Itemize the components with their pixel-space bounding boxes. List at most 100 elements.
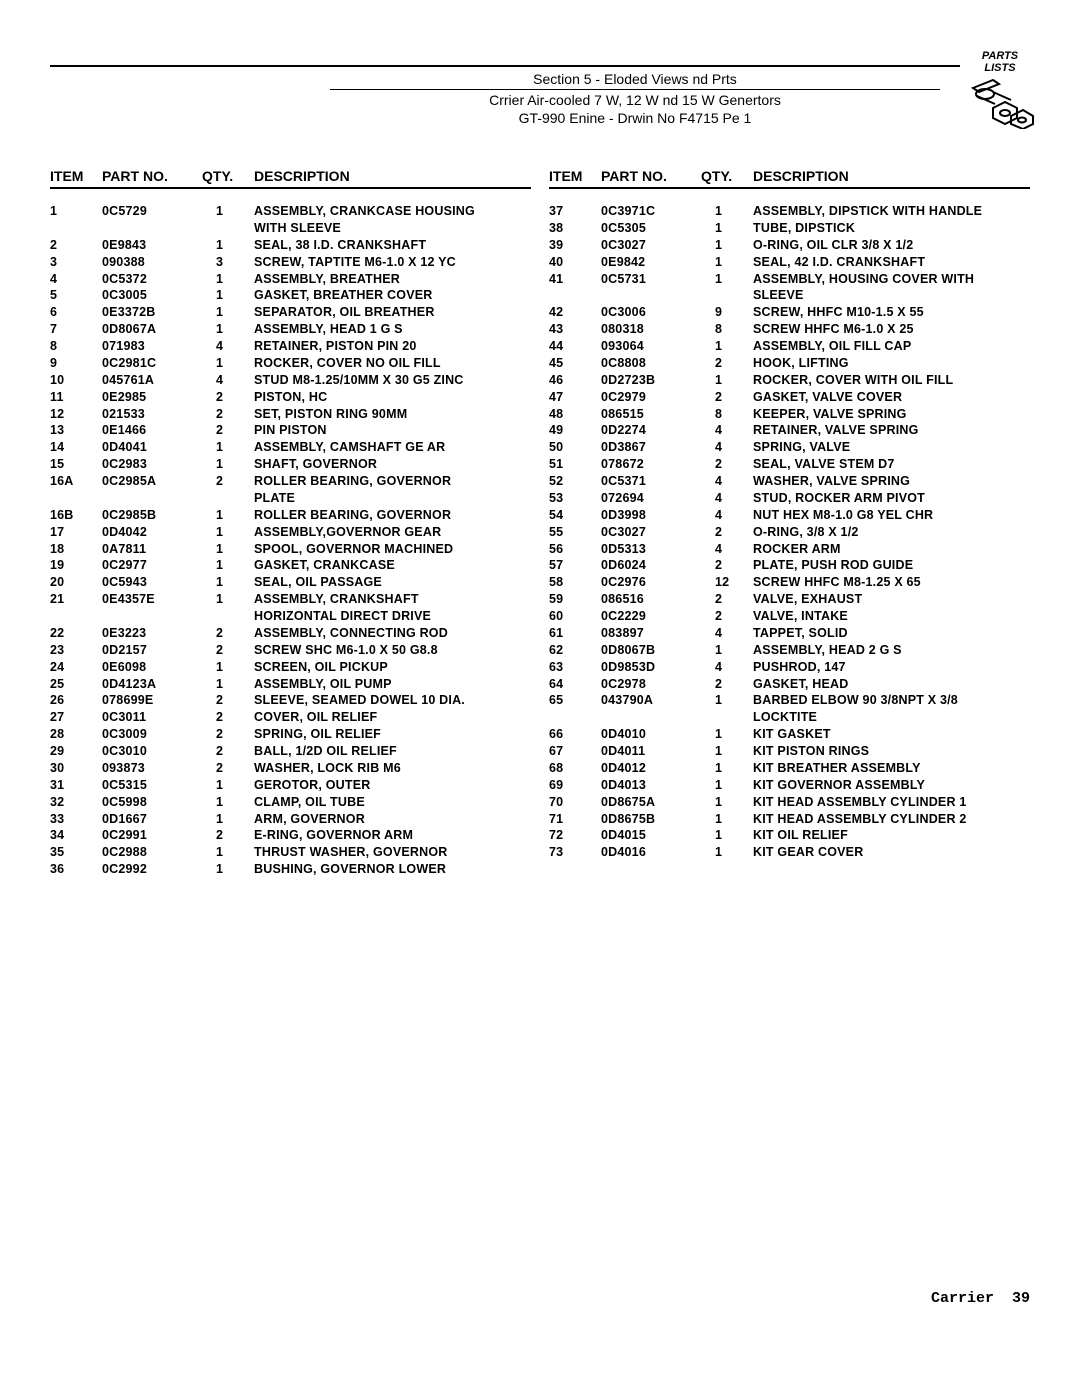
cell-desc: SEAL, VALVE STEM D7	[753, 456, 1030, 473]
table-row: 280C30092SPRING, OIL RELIEF	[50, 726, 531, 743]
cell-qty: 1	[701, 692, 753, 709]
cell-item: 20	[50, 574, 102, 591]
cell-item: 14	[50, 439, 102, 456]
cell-desc: E-RING, GOVERNOR ARM	[254, 827, 531, 844]
cell-item: 53	[549, 490, 601, 507]
cell-item: 38	[549, 220, 601, 237]
table-row: 170D40421ASSEMBLY,GOVERNOR GEAR	[50, 524, 531, 541]
table-row: 220E32232ASSEMBLY, CONNECTING ROD	[50, 625, 531, 642]
cell-desc: SCREW HHFC M6-1.0 X 25	[753, 321, 1030, 338]
table-row: 200C59431SEAL, OIL PASSAGE	[50, 574, 531, 591]
table-row: 560D53134ROCKER ARM	[549, 541, 1030, 558]
table-row: 390C30271O-RING, OIL CLR 3/8 X 1/2	[549, 237, 1030, 254]
cell-part: 0C2981C	[102, 355, 202, 372]
cell-part: 0C2983	[102, 456, 202, 473]
cell-qty: 1	[701, 777, 753, 794]
cell-qty: 2	[701, 456, 753, 473]
cell-item: 3	[50, 254, 102, 271]
parts-col-right: ITEM PART NO. QTY. DESCRIPTION 370C3971C…	[549, 168, 1030, 878]
cell-desc: GASKET, CRANKCASE	[254, 557, 531, 574]
cell-item: 8	[50, 338, 102, 355]
parts-col-left: ITEM PART NO. QTY. DESCRIPTION 10C57291A…	[50, 168, 531, 878]
cell-qty: 1	[701, 642, 753, 659]
cell-part: 045761A	[102, 372, 202, 389]
parts-table: ITEM PART NO. QTY. DESCRIPTION 10C57291A…	[50, 168, 1030, 878]
cell-item: 5	[50, 287, 102, 304]
cell-qty: 1	[202, 811, 254, 828]
cell-desc: ROCKER, COVER NO OIL FILL	[254, 355, 531, 372]
cell-qty: 9	[701, 304, 753, 321]
cell-part: 0C2978	[601, 676, 701, 693]
page-header: Section 5 - Eloded Views nd Prts Crrier …	[50, 65, 960, 126]
head-part: PART NO.	[102, 168, 202, 184]
cell-desc: ASSEMBLY, CONNECTING ROD	[254, 625, 531, 642]
cell-item: 40	[549, 254, 601, 271]
cell-part: 0C5731	[601, 271, 701, 288]
cell-item: 12	[50, 406, 102, 423]
cell-item	[549, 709, 601, 726]
cell-qty: 8	[701, 406, 753, 423]
cell-part: 0D3867	[601, 439, 701, 456]
cell-desc: RETAINER, VALVE SPRING	[753, 422, 1030, 439]
cell-item: 44	[549, 338, 601, 355]
table-row: 520C53714WASHER, VALVE SPRING	[549, 473, 1030, 490]
cell-qty: 1	[202, 861, 254, 878]
cell-part: 0D8675B	[601, 811, 701, 828]
cell-item: 18	[50, 541, 102, 558]
table-row: 180A78111SPOOL, GOVERNOR MACHINED	[50, 541, 531, 558]
table-row: 65043790A1BARBED ELBOW 90 3/8NPT X 3/8	[549, 692, 1030, 709]
cell-part: 0C3011	[102, 709, 202, 726]
cell-qty: 1	[202, 456, 254, 473]
cell-qty: 4	[202, 372, 254, 389]
table-row: 20E98431SEAL, 38 I.D. CRANKSHAFT	[50, 237, 531, 254]
cell-part: 0D2723B	[601, 372, 701, 389]
cell-qty: 2	[202, 422, 254, 439]
cell-part: 0D4015	[601, 827, 701, 844]
cell-part: 0C5372	[102, 271, 202, 288]
cell-desc: BUSHING, GOVERNOR LOWER	[254, 861, 531, 878]
cell-item: 25	[50, 676, 102, 693]
cell-part: 0C3010	[102, 743, 202, 760]
cell-item: 59	[549, 591, 601, 608]
cell-part: 0C5305	[601, 220, 701, 237]
cell-item: 7	[50, 321, 102, 338]
cell-desc: KIT GEAR COVER	[753, 844, 1030, 861]
cell-desc: ROLLER BEARING, GOVERNOR	[254, 507, 531, 524]
col-head-left: ITEM PART NO. QTY. DESCRIPTION	[50, 168, 531, 189]
cell-desc: SCREW SHC M6-1.0 X 50 G8.8	[254, 642, 531, 659]
head-qty: QTY.	[701, 168, 753, 184]
bolt-nut-icon	[965, 74, 1035, 129]
cell-qty: 4	[701, 659, 753, 676]
table-row: 16A0C2985A2ROLLER BEARING, GOVERNOR	[50, 473, 531, 490]
cell-item: 13	[50, 422, 102, 439]
table-row: 16B0C2985B1ROLLER BEARING, GOVERNOR	[50, 507, 531, 524]
cell-part: 083897	[601, 625, 701, 642]
cell-part: 043790A	[601, 692, 701, 709]
cell-item: 26	[50, 692, 102, 709]
cell-item: 41	[549, 271, 601, 288]
cell-part: 093873	[102, 760, 202, 777]
cell-qty: 2	[202, 625, 254, 642]
table-row: 380C53051TUBE, DIPSTICK	[549, 220, 1030, 237]
cell-part	[601, 287, 701, 304]
table-row: 640C29782GASKET, HEAD	[549, 676, 1030, 693]
table-row: 570D60242PLATE, PUSH ROD GUIDE	[549, 557, 1030, 574]
table-row: 350C29881THRUST WASHER, GOVERNOR	[50, 844, 531, 861]
cell-desc: SEPARATOR, OIL BREATHER	[254, 304, 531, 321]
cell-qty: 4	[701, 439, 753, 456]
cell-desc: VALVE, EXHAUST	[753, 591, 1030, 608]
table-row: SLEEVE	[549, 287, 1030, 304]
cell-desc: NUT HEX M8-1.0 G8 YEL CHR	[753, 507, 1030, 524]
table-row: 480865158KEEPER, VALVE SPRING	[549, 406, 1030, 423]
cell-desc: SEAL, 42 I.D. CRANKSHAFT	[753, 254, 1030, 271]
cell-part: 0C2976	[601, 574, 701, 591]
head-desc: DESCRIPTION	[254, 168, 531, 184]
cell-qty: 2	[202, 389, 254, 406]
cell-item: 63	[549, 659, 601, 676]
cell-desc: PLATE	[254, 490, 531, 507]
table-row: 140D40411ASSEMBLY, CAMSHAFT GE AR	[50, 439, 531, 456]
cell-item: 35	[50, 844, 102, 861]
cell-qty: 2	[202, 692, 254, 709]
table-row: 490D22744RETAINER, VALVE SPRING	[549, 422, 1030, 439]
cell-desc: KIT GASKET	[753, 726, 1030, 743]
